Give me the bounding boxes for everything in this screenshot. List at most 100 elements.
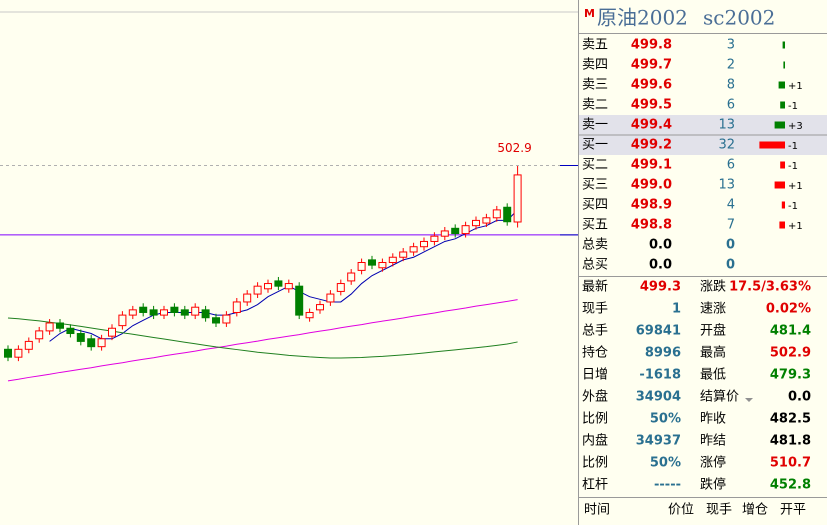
book-price: 499.4 (631, 118, 672, 133)
volume-bar (778, 81, 785, 89)
stat-value: 502.9 (770, 346, 811, 361)
book-label: 卖二 (582, 98, 608, 113)
candle-body (409, 246, 418, 253)
candle-body (232, 301, 241, 313)
stat-value: 482.5 (770, 412, 811, 427)
stat-value: -1618 (639, 368, 681, 383)
candle-body (503, 206, 512, 223)
instrument-code: sc2002 (703, 6, 775, 30)
peak-label: 502.9 (497, 141, 531, 155)
candle-body (295, 285, 304, 316)
candle-body (24, 340, 33, 350)
candle-body (170, 306, 179, 313)
stat-value: 452.8 (770, 478, 811, 493)
total-price: 0.0 (649, 258, 672, 273)
book-change: +1 (788, 81, 803, 92)
book-label: 卖三 (582, 78, 608, 93)
stat-value: 34904 (636, 390, 681, 405)
candle-body (128, 309, 137, 316)
stat-value: 69841 (636, 324, 681, 339)
book-change: +3 (788, 121, 803, 132)
book-volume: 32 (718, 138, 735, 153)
stat-label: 杠杆 (582, 477, 608, 493)
candle-body (76, 333, 85, 342)
stat-label: 昨收 (700, 412, 726, 427)
stat-label: 速涨 (700, 302, 726, 317)
book-label: 卖五 (582, 38, 608, 53)
total-label: 总卖 (582, 238, 608, 253)
candle-body (336, 283, 345, 292)
stat-value: 481.8 (770, 434, 811, 449)
candle-body (461, 225, 470, 235)
candle-body (180, 309, 189, 316)
volume-bar (781, 201, 785, 209)
candle-body (451, 227, 460, 235)
average-line (7, 317, 518, 359)
candle-body (388, 256, 397, 263)
stat-label: 最高 (700, 345, 726, 361)
book-change: +1 (788, 181, 803, 192)
volume-bar (774, 121, 785, 129)
stat-value: 0.0 (788, 390, 811, 405)
total-price: 0.0 (649, 238, 672, 253)
candle-body (45, 322, 54, 332)
book-label: 买四 (582, 198, 608, 213)
book-label: 卖四 (582, 58, 608, 73)
volume-bar (779, 221, 785, 229)
total-volume: 0 (726, 258, 735, 273)
stat-label: 开盘 (700, 323, 726, 339)
book-price: 499.5 (631, 98, 672, 113)
book-label: 买二 (582, 158, 608, 173)
book-price: 499.2 (631, 138, 672, 153)
stat-value: 1 (672, 302, 681, 317)
candle-body (118, 314, 127, 327)
dropdown-arrow[interactable] (745, 398, 753, 402)
book-price: 499.1 (631, 158, 672, 173)
candle-body (212, 317, 220, 324)
average-line (49, 209, 518, 342)
book-price: 498.8 (631, 218, 672, 233)
book-label: 买五 (582, 218, 608, 233)
candle-body (430, 235, 439, 242)
candle-body (378, 262, 387, 269)
candle-body (420, 240, 428, 248)
candle-body (149, 309, 158, 316)
book-label: 卖一 (582, 118, 608, 133)
book-volume: 4 (727, 198, 735, 213)
candle-body (35, 330, 44, 340)
candle-body (482, 217, 491, 224)
candle-body (399, 251, 408, 258)
book-label: 买三 (582, 178, 608, 193)
book-volume: 6 (727, 98, 735, 113)
footer-label: 价位 (668, 503, 694, 518)
badge: M (584, 7, 595, 20)
footer-label: 时间 (584, 503, 610, 518)
book-price: 499.6 (631, 78, 672, 93)
footer-label: 开平 (780, 503, 806, 518)
total-volume: 0 (726, 238, 735, 253)
stat-value: 481.4 (770, 324, 811, 339)
stat-label: 最低 (700, 368, 726, 383)
volume-bar (780, 101, 785, 109)
highlight-row (579, 135, 827, 155)
stat-value: ----- (654, 478, 681, 493)
candle-body (4, 348, 12, 358)
candle-body (87, 338, 96, 348)
stat-label: 最新 (582, 279, 608, 295)
average-line (7, 299, 518, 382)
candle-body (368, 259, 376, 266)
total-label: 总买 (582, 258, 608, 273)
book-volume: 8 (727, 78, 735, 93)
candle-body (305, 311, 314, 319)
book-change: -1 (788, 161, 798, 172)
candle-body (201, 309, 210, 319)
candle-body (264, 283, 272, 290)
book-change: -1 (788, 201, 798, 212)
stat-label: 内盘 (582, 433, 608, 449)
stat-label: 比例 (582, 412, 608, 427)
candle-body (97, 338, 106, 348)
book-price: 498.9 (631, 198, 672, 213)
book-volume: 13 (718, 118, 735, 133)
stat-value: 0.02% (766, 302, 811, 317)
instrument-name: 原油2002 (597, 6, 688, 30)
